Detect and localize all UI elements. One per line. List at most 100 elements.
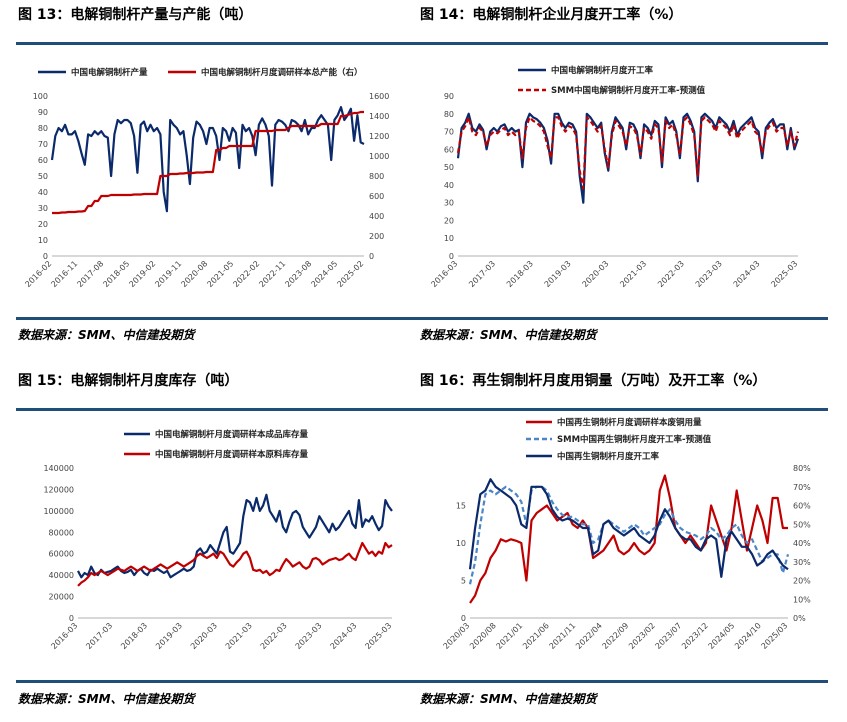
- y-tick-label: 0: [69, 614, 74, 623]
- y-tick-label: 60: [444, 145, 454, 154]
- source-rule: [418, 680, 828, 683]
- y-tick-label: 120000: [43, 485, 74, 494]
- legend-label: 中国电解铜制杆月度调研样本总产能（右）: [201, 67, 363, 78]
- chart-title-13: 图 13：电解铜制杆产量与产能（吨）: [18, 7, 253, 23]
- source-rule: [16, 317, 426, 320]
- x-tick-label: 2017-08: [75, 259, 105, 289]
- y-tick-label: 140000: [43, 464, 74, 473]
- chart-13: 0102030405060708090100020040060080010001…: [23, 67, 389, 289]
- y-tick-label: 15: [456, 502, 466, 511]
- x-tick-label: 2024/05: [707, 621, 737, 651]
- series-line: [77, 541, 393, 587]
- legend-label: 中国电解铜制杆产量: [71, 67, 148, 78]
- chart-panel-14: 图 14：电解铜制杆企业月度开工率（%） 0 10 20 30 40 50 60 70 80 90…: [418, 4, 828, 349]
- y-tick-label: 0: [43, 252, 48, 261]
- y-tick-label: 80000: [49, 528, 74, 537]
- x-tick-label: 2023-03: [694, 259, 724, 289]
- source-note-15: 数据来源：SMM、中信建投期货: [18, 692, 195, 706]
- source-note-16: 数据来源：SMM、中信建投期货: [420, 692, 597, 706]
- y2-tick-label: 50%: [793, 520, 811, 529]
- legend-label: 中国再生铜制杆月度调研样本废铜用量: [557, 417, 702, 428]
- x-tick-label: 2022-11: [257, 259, 287, 289]
- series-line: [77, 493, 393, 579]
- x-tick-label: 2017-03: [467, 259, 497, 289]
- series-line: [456, 112, 800, 204]
- x-tick-label: 2024/10: [733, 621, 763, 651]
- y-tick-label: 20000: [49, 593, 74, 602]
- x-tick-label: 2019-11: [153, 259, 183, 289]
- source-rule: [418, 317, 828, 320]
- x-tick-label: 2024-03: [732, 259, 762, 289]
- x-tick-label: 2018-03: [119, 621, 149, 651]
- y-tick-label: 20: [444, 216, 454, 225]
- y-tick-label: 10: [444, 234, 454, 243]
- x-tick-label: 2019-03: [543, 259, 573, 289]
- x-tick-label: 2019-03: [154, 621, 184, 651]
- x-tick-label: 2025/03: [760, 621, 790, 651]
- y2-tick-label: 20%: [793, 577, 811, 586]
- series-line: [50, 106, 365, 213]
- y2-tick-label: 400: [369, 212, 384, 221]
- x-tick-label: 2022/04: [574, 621, 604, 651]
- y-tick-label: 100: [33, 92, 48, 101]
- x-tick-label: 2023/02: [627, 621, 657, 651]
- y2-tick-label: 1600: [369, 92, 389, 101]
- series-line: [468, 485, 790, 585]
- y-tick-label: 70: [38, 140, 48, 149]
- y2-tick-label: 1400: [369, 112, 389, 121]
- legend-label: 中国电解铜制杆月度调研样本成品库存量: [155, 429, 309, 440]
- series-line: [52, 110, 364, 215]
- y-tick-label: 5: [461, 577, 466, 586]
- y2-tick-label: 60%: [793, 502, 811, 511]
- x-tick-label: 2022-03: [259, 621, 289, 651]
- x-tick-label: 2024-03: [329, 621, 359, 651]
- x-tick-label: 2022/09: [601, 621, 631, 651]
- x-tick-label: 2018-03: [505, 259, 535, 289]
- x-tick-label: 2021/06: [521, 621, 551, 651]
- y-tick-label: 100000: [43, 507, 74, 516]
- x-tick-label: 2019-02: [127, 259, 157, 289]
- x-tick-label: 2017-03: [84, 621, 114, 651]
- x-tick-label: 2020-03: [189, 621, 219, 651]
- y-tick-label: 50: [38, 172, 48, 181]
- chart-panel-15: 图 15：电解铜制杆月度库存（吨） 0 20000 40000 60000 80000 1…: [16, 370, 426, 720]
- y-tick-label: 10: [456, 539, 466, 548]
- x-tick-label: 2021/01: [495, 621, 525, 651]
- y2-tick-label: 0%: [793, 614, 806, 623]
- legend-label: SMM中国电解铜制杆月度开工率-预测值: [551, 85, 706, 96]
- title-rule: [16, 408, 426, 411]
- legend-label: 中国电解铜制杆月度调研样本原料库存量: [155, 449, 309, 460]
- y-tick-label: 70: [444, 128, 454, 137]
- y-tick-label: 20: [38, 220, 48, 229]
- x-tick-label: 2016-11: [49, 259, 79, 289]
- y2-tick-label: 600: [369, 192, 384, 201]
- x-tick-label: 2021-03: [618, 259, 648, 289]
- y2-tick-label: 80%: [793, 464, 811, 473]
- y-tick-label: 80: [444, 110, 454, 119]
- x-tick-label: 2020-08: [179, 259, 209, 289]
- x-tick-label: 2021-03: [224, 621, 254, 651]
- source-rule: [16, 680, 426, 683]
- y-tick-label: 10: [38, 236, 48, 245]
- legend-label: 中国电解铜制杆月度开工率: [551, 65, 654, 76]
- x-tick-label: 2016-02: [23, 259, 53, 289]
- x-tick-label: 2020/08: [468, 621, 498, 651]
- y-tick-label: 0: [449, 252, 454, 261]
- y-tick-label: 80: [38, 124, 48, 133]
- chart-15: 0 20000 40000 60000 80000 100000 120000 140000 2…: [43, 429, 393, 651]
- chart-title-15: 图 15：电解铜制杆月度库存（吨）: [18, 373, 239, 389]
- chart-16: 0510150%10%20%30%40%50%60%70%80%2020/032…: [442, 417, 812, 651]
- y2-tick-label: 200: [369, 232, 384, 241]
- y2-tick-label: 0: [369, 252, 374, 261]
- x-tick-label: 2021-05: [205, 259, 235, 289]
- y2-tick-label: 30%: [793, 558, 811, 567]
- x-tick-label: 2023/12: [680, 621, 710, 651]
- series-line: [456, 116, 800, 190]
- y-tick-label: 60000: [49, 550, 74, 559]
- y-tick-label: 0: [461, 614, 466, 623]
- y2-tick-label: 1200: [369, 132, 389, 141]
- chart-title-16: 图 16：再生铜制杆月度用铜量（万吨）及开工率（%）: [420, 373, 767, 389]
- y2-tick-label: 10%: [793, 595, 811, 604]
- y-tick-label: 90: [444, 92, 454, 101]
- x-tick-label: 2018-05: [101, 259, 131, 289]
